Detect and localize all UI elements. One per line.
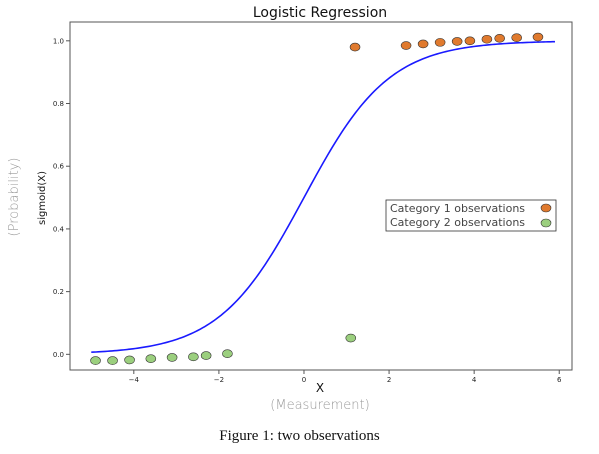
category-1-point bbox=[349, 42, 361, 52]
category-2-point bbox=[145, 354, 157, 364]
category-1-point bbox=[511, 33, 522, 42]
y-axis-annotation: (Probability) bbox=[7, 158, 22, 237]
x-axis-label: X bbox=[316, 381, 324, 395]
category-2-point bbox=[107, 356, 118, 365]
category-2-point bbox=[166, 353, 178, 362]
y-tick-label: 1.0 bbox=[53, 37, 64, 45]
chart-title: Logistic Regression bbox=[253, 5, 387, 21]
category-2-point bbox=[188, 352, 199, 362]
x-axis-annotation: (Measurement) bbox=[270, 398, 369, 413]
figure-caption: Figure 1: two observations bbox=[219, 428, 380, 444]
plot-frame bbox=[69, 21, 573, 371]
x-tick-label: 2 bbox=[387, 376, 391, 384]
category-2-point bbox=[124, 355, 135, 365]
y-axis-label: sigmoid(X) bbox=[37, 171, 48, 225]
legend-marker-category-2 bbox=[540, 218, 552, 228]
y-tick-label: 0.4 bbox=[53, 225, 65, 233]
y-axis-ticks: 0.0 0.2 0.4 0.6 0.8 1.0 bbox=[53, 37, 70, 359]
x-tick-label: 4 bbox=[472, 376, 477, 384]
legend-label-category-2: Category 2 observations bbox=[390, 216, 525, 229]
sigmoid-curve bbox=[91, 40, 555, 354]
y-tick-label: 0.6 bbox=[53, 163, 65, 171]
category-2-point bbox=[222, 349, 233, 358]
y-tick-label: 0.8 bbox=[53, 100, 64, 108]
category-2-point bbox=[200, 351, 212, 360]
category-1-point bbox=[481, 34, 493, 44]
y-tick-label: 0.2 bbox=[53, 288, 64, 296]
x-axis-ticks: −4 −2 0 2 4 6 bbox=[129, 370, 562, 384]
category-1-point bbox=[400, 41, 412, 50]
y-tick-label: 0.0 bbox=[53, 351, 64, 359]
category-1-point bbox=[532, 32, 544, 42]
x-tick-label: −2 bbox=[214, 376, 224, 384]
legend: Category 1 observations Category 2 obser… bbox=[385, 199, 557, 232]
observation-points bbox=[90, 32, 544, 365]
x-tick-label: −4 bbox=[129, 376, 140, 384]
category-1-point bbox=[417, 39, 429, 49]
legend-marker-category-1 bbox=[540, 203, 552, 213]
x-tick-label: 6 bbox=[557, 376, 562, 384]
logistic-regression-chart: Logistic Regression −4 −2 0 2 4 6 0.00.20.40.… bbox=[7, 5, 573, 413]
category-1-point bbox=[494, 34, 505, 43]
legend-label-category-1: Category 1 observations bbox=[390, 202, 525, 215]
x-tick-label: 0 bbox=[302, 376, 306, 384]
category-1-point bbox=[464, 36, 476, 46]
category-1-point bbox=[451, 37, 463, 46]
category-1-point bbox=[434, 38, 446, 47]
category-2-point bbox=[90, 356, 101, 365]
category-2-point bbox=[345, 333, 357, 343]
legend-box bbox=[385, 199, 557, 232]
